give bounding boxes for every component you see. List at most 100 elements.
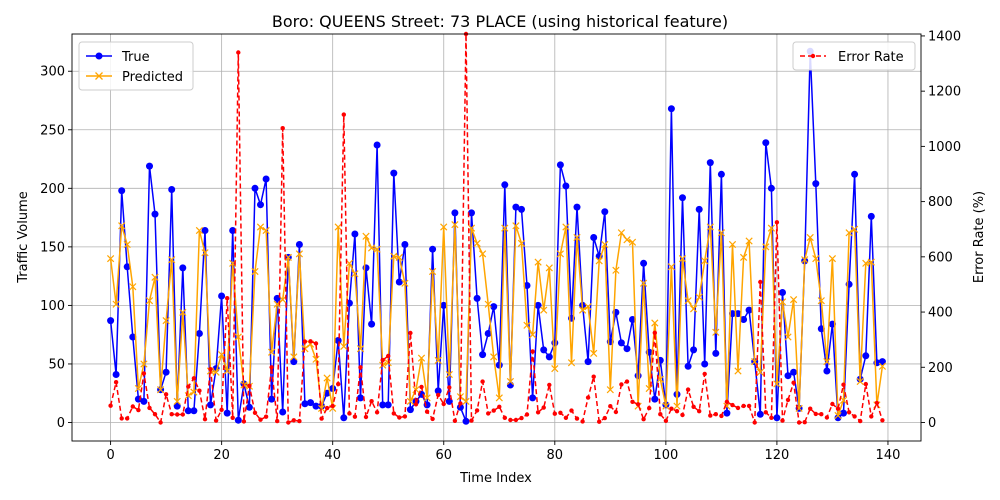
predicted-point-48: [373, 245, 381, 253]
true-point-21: [223, 409, 231, 417]
true-point-60: [440, 301, 448, 309]
error-rate-point-78: [541, 405, 546, 410]
predicted-point-57: [423, 394, 431, 402]
predicted-point-94: [628, 238, 637, 246]
error-rate-point-46: [363, 414, 369, 420]
y-tick-label-5: 250: [40, 123, 65, 138]
predicted-point-126: [806, 233, 814, 242]
error-rate-point-29: [269, 365, 274, 370]
true-point-28: [262, 175, 270, 183]
x-tick-label-2: 40: [324, 448, 341, 463]
error-rate-point-36: [308, 339, 313, 344]
true-point-34: [295, 241, 303, 248]
y2-tick-label-1: 200: [928, 361, 953, 376]
predicted-point-19: [212, 368, 220, 376]
error-rate-point-99: [658, 412, 663, 417]
predicted-point-89: [601, 240, 609, 249]
legend-true-label: True: [121, 50, 150, 65]
predicted-point-28: [262, 226, 270, 235]
y-tick-label-2: 100: [40, 299, 65, 314]
true-point-45: [357, 394, 364, 402]
predicted-point-72: [506, 377, 515, 386]
predicted-point-103: [678, 254, 687, 263]
error-rate-point-30: [275, 418, 280, 424]
true-point-110: [717, 170, 725, 178]
predicted-point-14: [184, 391, 192, 400]
error-rate-point-68: [486, 411, 491, 416]
error-rate-point-58: [430, 416, 435, 422]
predicted-point-44: [351, 270, 359, 278]
error-rate-point-17: [202, 417, 208, 422]
true-point-71: [501, 181, 509, 189]
true-point-17: [201, 227, 209, 234]
error-rate-point-52: [397, 415, 402, 420]
error-rate-point-74: [519, 415, 524, 421]
true-point-44: [351, 230, 359, 238]
true-point-93: [623, 345, 631, 353]
error-rate-point-62: [452, 418, 458, 423]
x-tick-label-6: 120: [764, 448, 789, 463]
error-rate-point-85: [580, 419, 585, 424]
true-point-73: [512, 203, 520, 211]
error-rate-point-128: [819, 412, 824, 417]
predicted-point-131: [834, 411, 842, 420]
predicted-point-136: [862, 259, 870, 267]
true-point-8: [151, 210, 159, 218]
error-rate-point-120: [774, 220, 780, 225]
predicted-point-9: [156, 386, 165, 394]
true-point-86: [584, 358, 592, 366]
predicted-point-4: [129, 283, 137, 291]
predicted-point-137: [867, 258, 875, 266]
true-point-132: [840, 409, 847, 417]
predicted-point-1: [112, 300, 120, 308]
predicted-point-76: [528, 331, 537, 339]
true-point-108: [706, 159, 714, 167]
true-point-54: [406, 406, 414, 414]
error-rate-point-26: [252, 410, 258, 415]
error-rate-point-104: [685, 387, 691, 392]
true-point-76: [529, 394, 537, 402]
true-point-48: [373, 141, 381, 149]
error-rate-point-89: [602, 415, 607, 421]
predicted-point-64: [462, 397, 470, 406]
true-point-49: [379, 401, 387, 409]
predicted-point-21: [223, 367, 231, 375]
true-point-89: [601, 208, 609, 216]
error-rate-point-59: [436, 392, 441, 398]
predicted-point-38: [317, 404, 326, 413]
predicted-point-60: [440, 223, 448, 231]
predicted-point-128: [817, 297, 825, 305]
legend-left-frame: [78, 41, 194, 91]
error-rate-point-8: [152, 412, 158, 417]
error-rate-point-43: [347, 411, 352, 416]
error-rate-point-97: [647, 405, 652, 411]
true-point-121: [779, 289, 786, 296]
error-rate-point-133: [846, 410, 852, 415]
error-rate-point-118: [763, 410, 768, 415]
x-tick-label-3: 60: [435, 448, 452, 463]
error-rate-point-132: [841, 382, 846, 387]
true-point-4: [129, 333, 137, 341]
predicted-point-84: [573, 233, 581, 242]
true-point-122: [784, 372, 792, 380]
legend-error-marker: [810, 53, 816, 59]
true-point-107: [701, 360, 709, 368]
true-point-82: [562, 182, 570, 190]
true-point-1: [112, 371, 120, 378]
predicted-point-106: [695, 293, 703, 301]
predicted-point-93: [623, 236, 631, 244]
error-rate-point-110: [719, 413, 724, 419]
true-point-3: [123, 263, 131, 271]
true-point-69: [490, 303, 498, 311]
series-true: [107, 47, 886, 425]
true-point-96: [640, 259, 648, 267]
predicted-point-58: [428, 267, 437, 276]
true-point-26: [251, 184, 259, 192]
true-point-33: [290, 358, 298, 366]
chart-title: Boro: QUEENS Street: 73 PLACE (using his…: [272, 12, 728, 31]
error-rate-point-50: [386, 353, 391, 359]
error-rate-point-25: [247, 383, 252, 388]
series-predicted: [106, 220, 887, 420]
error-rate-point-12: [175, 412, 180, 417]
error-rate-point-137: [869, 414, 874, 419]
